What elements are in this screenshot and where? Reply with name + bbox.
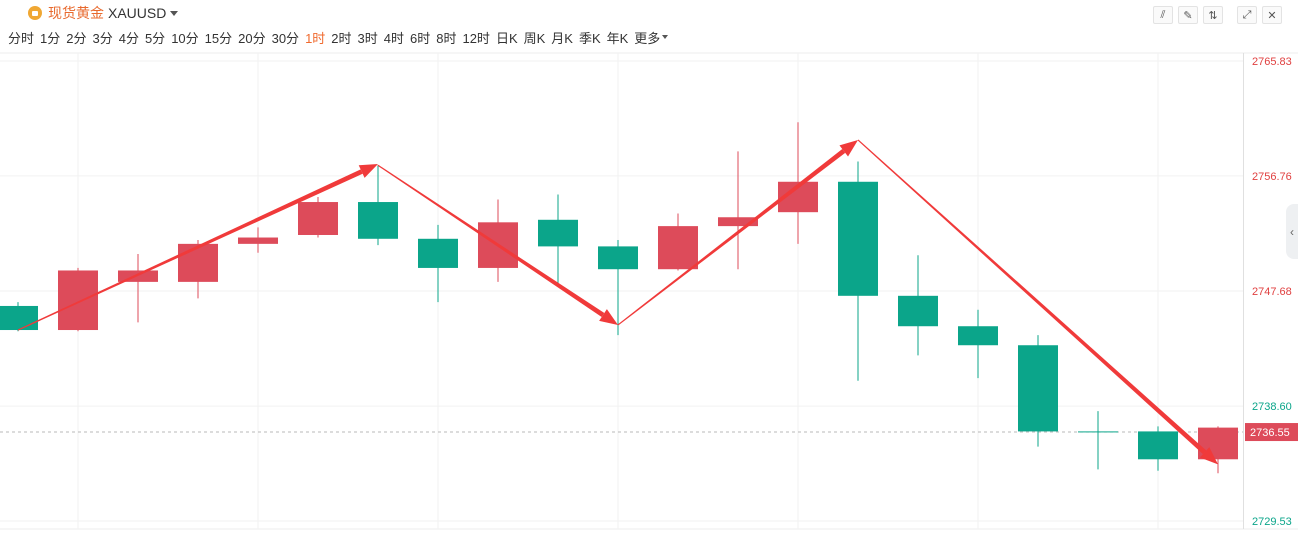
current-price-badge (1245, 423, 1298, 442)
gold-coin-icon (28, 6, 42, 20)
trend-arrow-shaft (377, 164, 605, 317)
candle-body (1138, 431, 1178, 460)
side-panel-toggle[interactable]: ‹ (1286, 204, 1298, 259)
y-tick-label: 2765.83 (1252, 56, 1292, 68)
y-tick-label: 2738.60 (1252, 401, 1292, 413)
y-tick-label: 2756.76 (1252, 171, 1292, 183)
draw-icon[interactable]: ✎ (1178, 6, 1198, 24)
trend-arrow-head (599, 309, 618, 325)
y-tick-label: 2747.68 (1252, 286, 1292, 298)
interval-tab[interactable]: 日K (495, 30, 518, 46)
candle-body (538, 219, 578, 247)
candle-body (418, 238, 458, 268)
candle-body (178, 243, 218, 282)
candle-body (0, 305, 38, 331)
close-icon[interactable]: ✕ (1262, 6, 1282, 24)
candle-body (838, 181, 878, 296)
trend-arrow-shaft (17, 169, 363, 331)
interval-tab[interactable]: 12时 (462, 30, 490, 46)
trend-arrow-head (839, 139, 858, 157)
indicator-icon[interactable]: ⇅ (1203, 6, 1223, 24)
current-price-label: 2736.55 (1250, 427, 1290, 439)
interval-tab[interactable]: 6时 (410, 30, 431, 46)
trend-arrow-shaft (617, 149, 846, 326)
candle-body (58, 270, 98, 331)
chevron-down-icon (170, 10, 179, 16)
interval-tab[interactable]: 季K (578, 30, 601, 46)
interval-tab[interactable]: 8时 (436, 30, 457, 46)
chevron-down-icon[interactable] (662, 35, 669, 39)
expand-icon[interactable]: ⤢ (1237, 6, 1257, 24)
y-tick-label: 2729.53 (1252, 516, 1292, 528)
symbol-code: XAUUSD (108, 5, 167, 21)
candle-body (118, 270, 158, 282)
chart-header: 现货黄金 XAUUSD ⫽ ✎ ⇅ ⤢ ✕ (0, 0, 1298, 27)
interval-tab[interactable]: 1时 (305, 30, 326, 46)
candle-body (1018, 345, 1058, 432)
interval-tab[interactable]: 15分 (204, 30, 233, 46)
interval-tab[interactable]: 3时 (357, 30, 378, 46)
interval-tab[interactable]: 分时 (8, 30, 35, 46)
candle-body (658, 226, 698, 270)
line-style-icon[interactable]: ⫽ (1153, 6, 1173, 24)
interval-tab[interactable]: 月K (551, 30, 573, 46)
trend-arrow-head (1199, 447, 1218, 465)
trend-arrow-head (358, 164, 378, 178)
chart-toolbar: ⫽ ✎ ⇅ ⤢ ✕ (1148, 6, 1298, 24)
candle-body (358, 202, 398, 239)
interval-tab[interactable]: 2时 (331, 30, 352, 46)
interval-tab[interactable]: 1分 (40, 30, 61, 46)
interval-tab[interactable]: 5分 (144, 30, 166, 46)
interval-tab[interactable]: 周K (523, 30, 546, 46)
interval-tab[interactable]: 2分 (66, 30, 87, 46)
interval-tab[interactable]: 更多 (634, 30, 661, 46)
candle-body (1078, 431, 1118, 433)
interval-tab[interactable]: 年K (606, 30, 629, 46)
candle-body (718, 217, 758, 227)
symbol-selector[interactable]: 现货黄金 XAUUSD (28, 4, 179, 22)
symbol-name: 现货黄金 (48, 5, 104, 21)
interval-tab[interactable]: 10分 (171, 30, 199, 46)
chevron-left-icon: ‹ (1290, 224, 1294, 239)
interval-tabs: 分时 1分 2分 3分 4分 5分 10分 15分 20分 30分 1时 2时 3时 4时 6时 8时 12时日… (0, 27, 669, 47)
interval-tab[interactable]: 4时 (383, 30, 404, 46)
candle-body (298, 202, 338, 235)
interval-tab[interactable]: 30分 (271, 30, 300, 46)
candle-body (238, 237, 278, 244)
interval-tab[interactable]: 20分 (238, 30, 266, 46)
candle-body (898, 295, 938, 327)
trend-arrow-shaft (857, 139, 1207, 455)
interval-tab[interactable]: 3分 (92, 30, 113, 46)
candle-body (598, 246, 638, 270)
interval-tab[interactable]: 4分 (118, 30, 139, 46)
candle-body (958, 326, 998, 346)
